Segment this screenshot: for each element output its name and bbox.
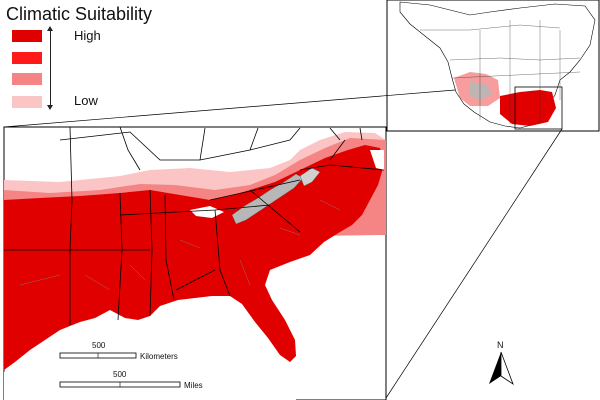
inset-extent-rectangle (514, 86, 563, 130)
state-boundaries (4, 127, 385, 325)
excluded-area (231, 173, 304, 225)
callout-line-right (385, 128, 563, 399)
legend-high-label: High (74, 28, 101, 43)
north-arrow-icon (489, 351, 514, 386)
legend-gradient-arrow (47, 26, 53, 110)
suitability-high-zone (4, 145, 384, 370)
legend-swatch-medium-low (12, 73, 42, 85)
scalebar-miles (59, 381, 181, 388)
legend-low-label: Low (74, 93, 98, 108)
callout-line-left (3, 89, 456, 128)
main-map (4, 127, 386, 400)
gulf-of-mexico (4, 298, 296, 400)
county-lines (19, 199, 341, 291)
north-arrow-label: N (497, 340, 504, 350)
scalebar-mi-unit: Miles (184, 381, 203, 390)
scalebar-kilometers (59, 352, 137, 359)
inset-southeast-high (500, 90, 556, 126)
unsuitable-pocket-2 (370, 150, 384, 170)
inset-west-gray (470, 82, 492, 100)
inset-boundaries (420, 20, 581, 124)
legend-title: Climatic Suitability (6, 4, 153, 24)
scalebar-mi-value: 500 (113, 370, 127, 379)
scalebar-km-unit: Kilometers (140, 352, 178, 361)
legend-swatch-high (12, 30, 42, 42)
legend-swatch-medium-high (12, 52, 42, 64)
legend-swatch-low (12, 96, 42, 108)
excluded-area-east (299, 167, 321, 187)
scalebar-km-value: 500 (92, 341, 106, 350)
inset-map (399, 1, 596, 130)
